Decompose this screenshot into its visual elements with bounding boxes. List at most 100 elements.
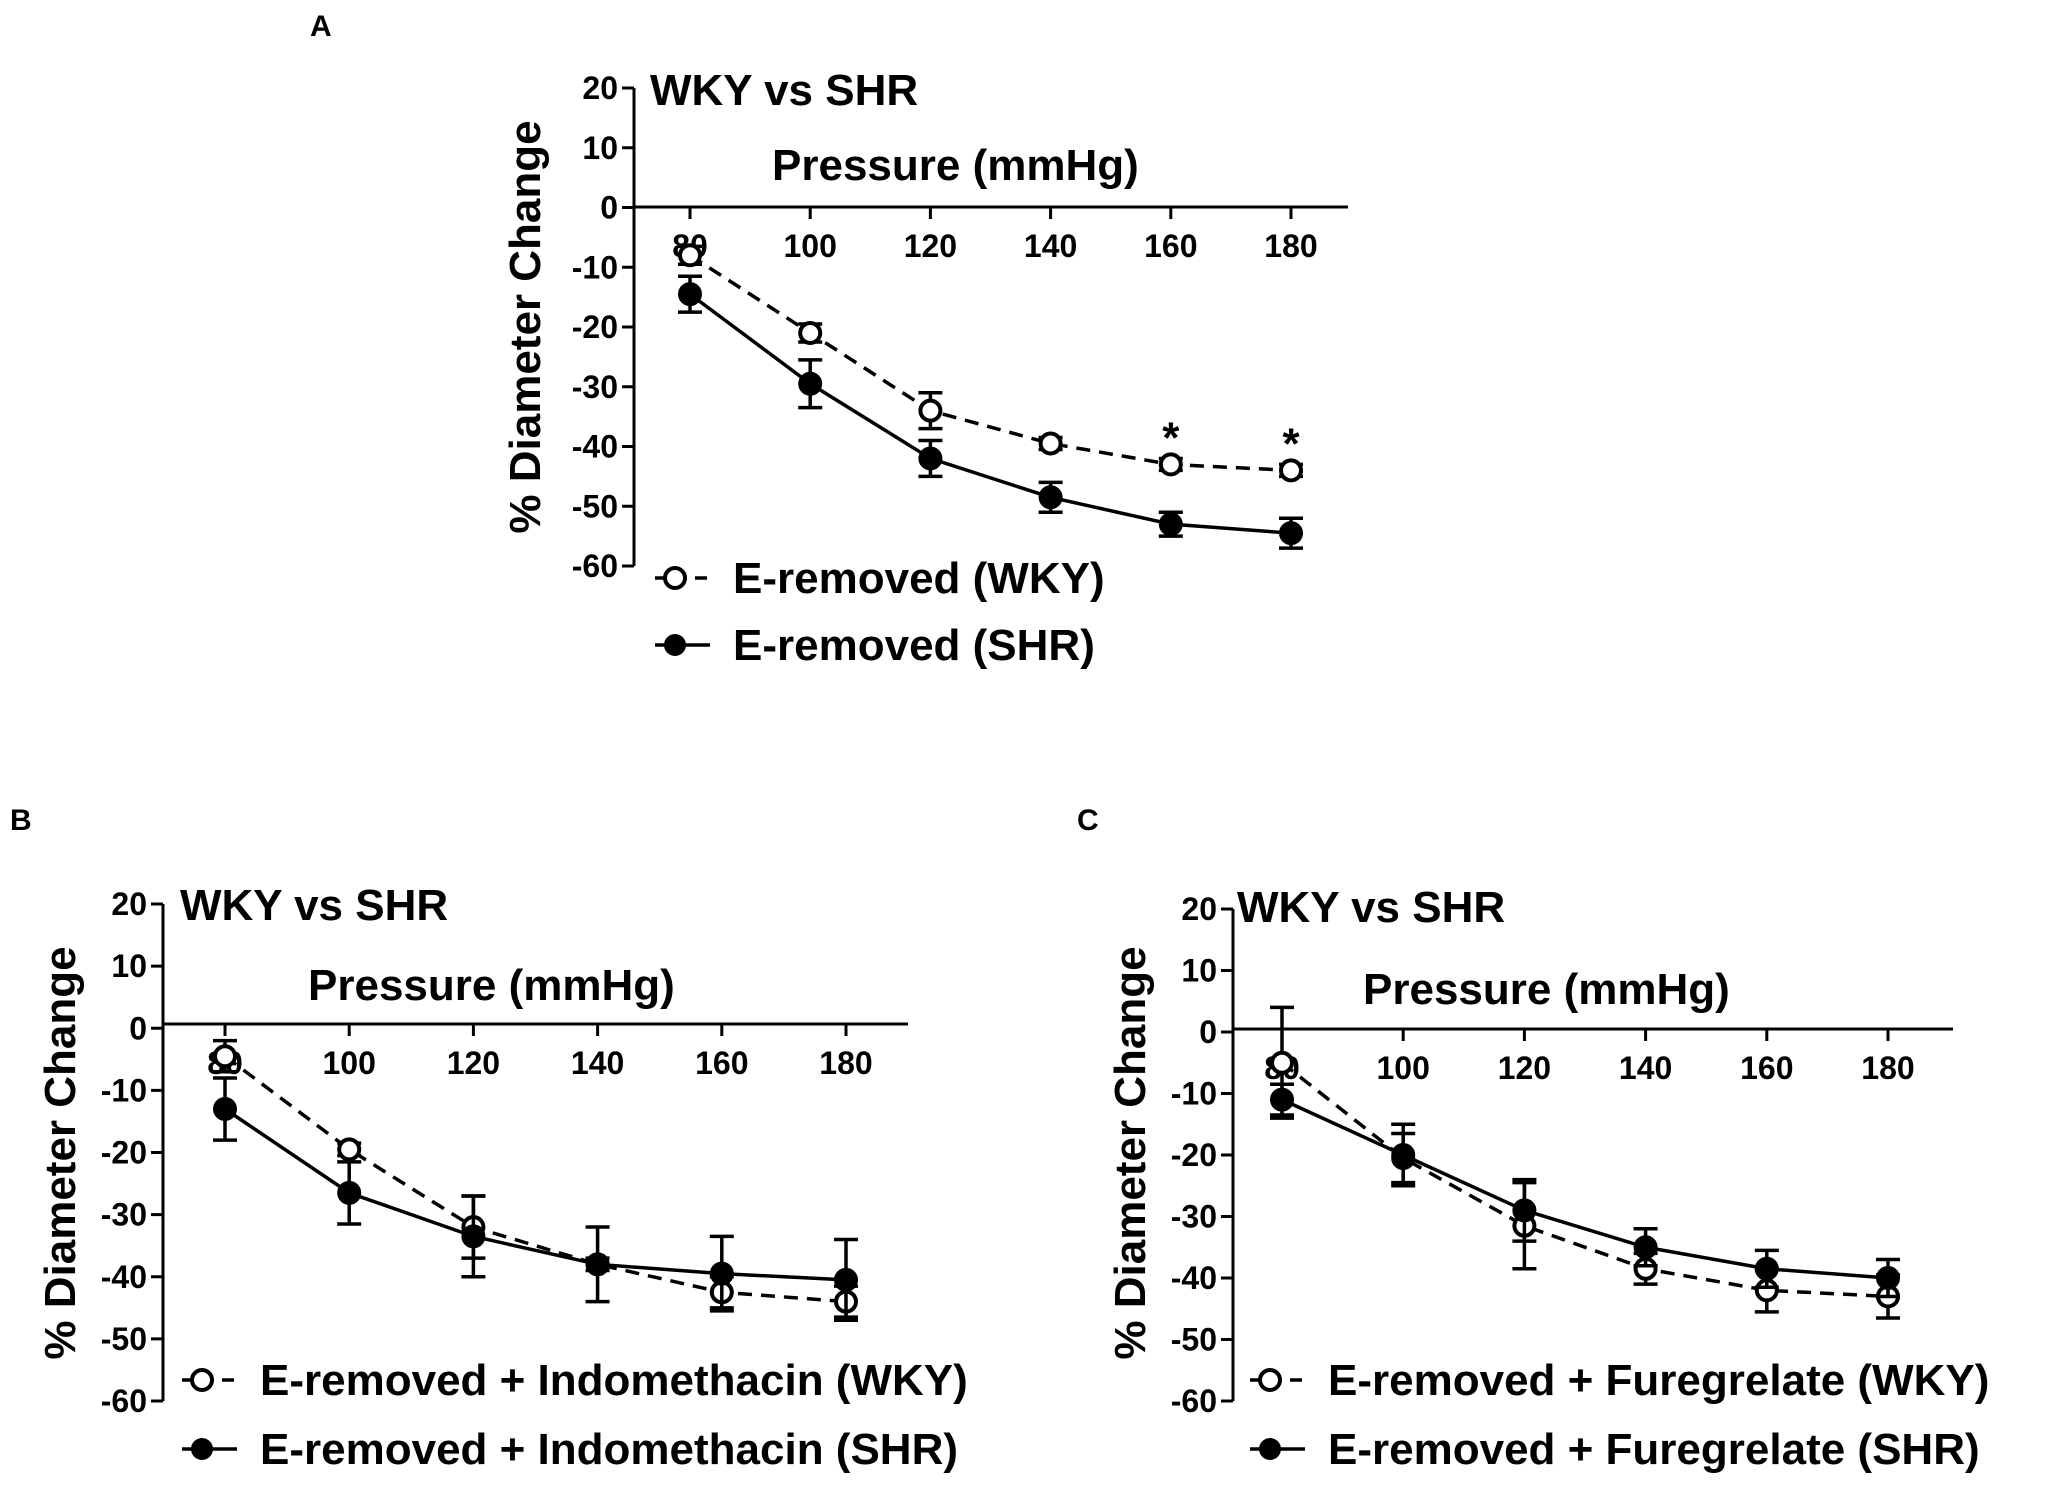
- legend-label: E-removed + Furegrelate (WKY): [1328, 1356, 1989, 1405]
- data-point-open: [798, 320, 823, 345]
- data-point-filled: [1270, 1087, 1294, 1112]
- y-tick-label: -40: [1171, 1260, 1217, 1296]
- data-point-filled: [1038, 485, 1063, 510]
- legend-marker-open: [663, 566, 687, 590]
- y-tick-label: -40: [101, 1259, 147, 1295]
- panel-letter: A: [310, 10, 332, 43]
- series-line: [223, 1054, 847, 1304]
- legend-marker-open: [1258, 1368, 1282, 1392]
- x-tick-label: 120: [447, 1045, 500, 1081]
- data-point-filled: [1754, 1256, 1779, 1281]
- y-tick-label: -30: [1171, 1199, 1217, 1235]
- significance-star: *: [1282, 419, 1300, 468]
- y-tick-label: -60: [101, 1383, 147, 1419]
- y-tick-label: -20: [101, 1135, 147, 1171]
- data-point-open: [678, 243, 702, 268]
- x-tick-label: 160: [1144, 228, 1197, 264]
- series-open: [678, 243, 1303, 483]
- data-point-open: [1038, 431, 1063, 456]
- data-point-filled: [1633, 1235, 1658, 1260]
- y-tick-label: -10: [1171, 1076, 1217, 1112]
- y-tick-label: -30: [101, 1197, 147, 1233]
- y-tick-label: -20: [572, 309, 618, 345]
- x-tick-label: 180: [1264, 228, 1317, 264]
- y-tick-label: -20: [1171, 1137, 1217, 1173]
- data-point-filled: [918, 446, 943, 471]
- series-filled: [678, 274, 1303, 550]
- series-filled: [1270, 1082, 1900, 1299]
- x-axis-label: Pressure (mmHg): [308, 961, 675, 1010]
- y-tick-label: 0: [600, 190, 618, 226]
- series-line: [224, 1107, 847, 1282]
- legend-label: E-removed + Furegrelate (SHR): [1328, 1425, 1980, 1474]
- y-tick-label: 10: [111, 948, 147, 984]
- series-line: [688, 292, 1292, 535]
- legend-marker-filled: [191, 1438, 213, 1460]
- data-point-open: [1270, 1050, 1294, 1075]
- chart-panel-a: A20100-10-20-30-40-50-608010012014016018…: [310, 10, 1348, 670]
- x-tick-label: 120: [904, 228, 957, 264]
- data-point-filled: [1279, 521, 1303, 546]
- data-point-filled: [213, 1097, 237, 1122]
- y-tick-label: 0: [1199, 1014, 1217, 1050]
- series-line: [1281, 1098, 1889, 1280]
- x-tick-label: 180: [1861, 1050, 1914, 1086]
- data-point-filled: [834, 1267, 858, 1292]
- legend-label: E-removed + Indomethacin (SHR): [260, 1425, 958, 1474]
- y-tick-label: -50: [572, 488, 618, 524]
- x-tick-label: 160: [695, 1045, 748, 1081]
- y-tick-label: -30: [572, 369, 618, 405]
- y-tick-label: 10: [1181, 953, 1217, 989]
- x-tick-label: 180: [819, 1045, 872, 1081]
- data-point-filled: [1158, 512, 1183, 537]
- data-point-open: [918, 398, 943, 423]
- series-filled: [213, 1076, 858, 1322]
- legend-label: E-removed + Indomethacin (WKY): [260, 1356, 968, 1405]
- chart-title: WKY vs SHR: [180, 881, 448, 930]
- legend-marker-filled: [664, 634, 686, 656]
- y-tick-label: -10: [572, 249, 618, 285]
- data-point-filled: [337, 1180, 362, 1205]
- data-point-filled: [1876, 1266, 1900, 1290]
- chart-panel-b: B20100-10-20-30-40-50-608010012014016018…: [10, 804, 968, 1474]
- data-point-filled: [798, 371, 823, 396]
- panel-letter: C: [1077, 804, 1099, 837]
- x-tick-label: 100: [323, 1045, 376, 1081]
- y-tick-label: -50: [1171, 1322, 1217, 1358]
- x-tick-label: 140: [1619, 1050, 1672, 1086]
- chart-panel-c: C20100-10-20-30-40-50-608010012014016018…: [1077, 804, 1989, 1474]
- x-tick-label: 140: [571, 1045, 624, 1081]
- y-tick-label: 20: [582, 70, 618, 106]
- y-tick-label: -60: [1171, 1383, 1217, 1419]
- legend-label: E-removed (SHR): [733, 621, 1095, 670]
- y-tick-label: -50: [101, 1321, 147, 1357]
- y-axis-label: % Diameter Change: [1106, 946, 1155, 1359]
- data-point-open: [337, 1137, 362, 1162]
- data-point-filled: [585, 1252, 610, 1277]
- x-tick-label: 120: [1498, 1050, 1551, 1086]
- y-axis-label: % Diameter Change: [501, 120, 550, 533]
- data-point-filled: [678, 282, 702, 307]
- legend-marker-open: [190, 1368, 214, 1392]
- data-point-filled: [1512, 1198, 1537, 1223]
- series-line: [689, 253, 1292, 473]
- y-tick-label: -60: [572, 548, 618, 584]
- y-axis-label: % Diameter Change: [36, 946, 85, 1359]
- data-point-open: [213, 1044, 237, 1069]
- x-tick-label: 100: [1377, 1050, 1430, 1086]
- data-point-filled: [709, 1261, 734, 1286]
- x-axis-label: Pressure (mmHg): [1363, 965, 1730, 1014]
- panel-letter: B: [10, 804, 32, 837]
- x-tick-label: 160: [1740, 1050, 1793, 1086]
- x-tick-label: 140: [1024, 228, 1077, 264]
- chart-title: WKY vs SHR: [1237, 883, 1505, 932]
- y-tick-label: 0: [129, 1010, 147, 1046]
- data-point-open: [1158, 452, 1183, 477]
- series-line: [1280, 1061, 1889, 1299]
- data-point-filled: [1391, 1143, 1416, 1167]
- data-point-filled: [461, 1224, 486, 1249]
- data-point-open: [1279, 458, 1303, 483]
- x-tick-label: 100: [784, 228, 837, 264]
- y-tick-label: -40: [572, 429, 618, 465]
